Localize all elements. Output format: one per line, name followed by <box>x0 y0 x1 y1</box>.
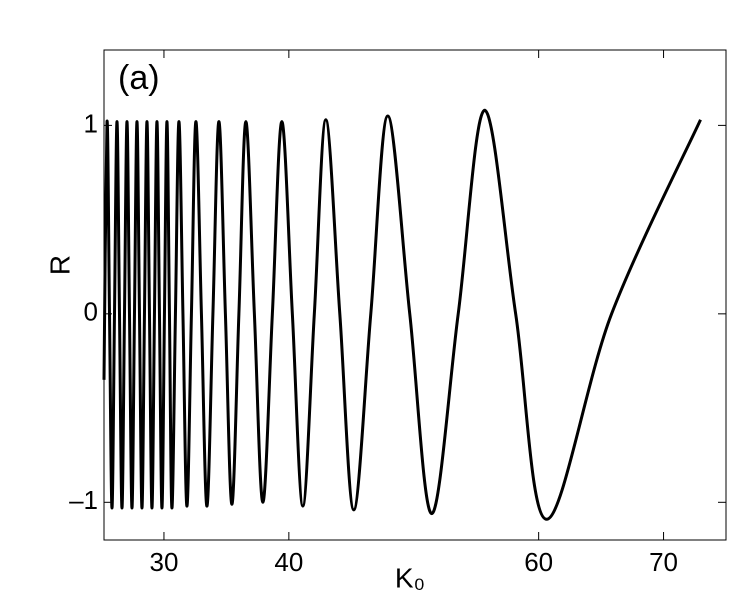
y-tick-label: 1 <box>84 108 98 138</box>
x-tick-label: 30 <box>149 547 178 577</box>
x-axis-label: K₀ <box>395 562 425 593</box>
annotation: (a) <box>118 59 160 97</box>
y-tick-label: –1 <box>69 485 98 515</box>
x-tick-label: 40 <box>274 547 303 577</box>
x-tick-label: 70 <box>649 547 678 577</box>
x-tick-label: 60 <box>524 547 553 577</box>
data-line <box>102 108 702 521</box>
y-axis-label: R <box>44 255 75 275</box>
y-tick-label: 0 <box>84 297 98 327</box>
